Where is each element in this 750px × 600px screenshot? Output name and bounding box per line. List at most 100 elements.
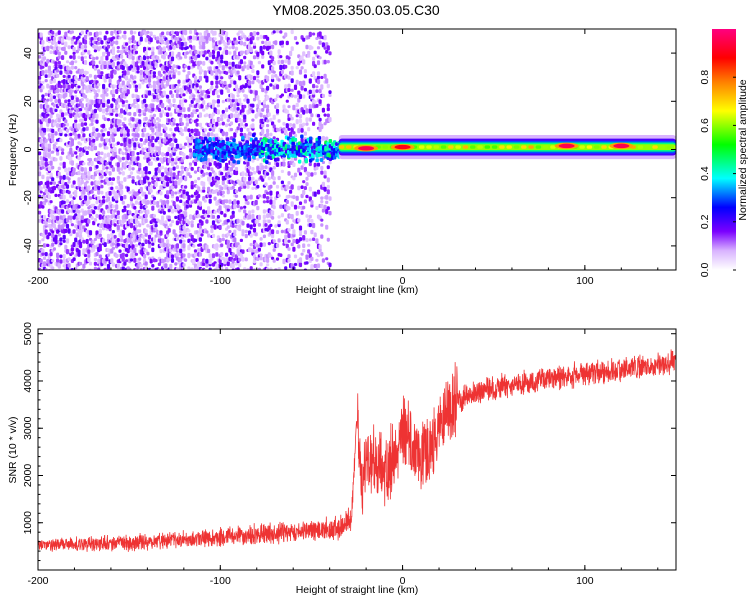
spectrogram-cell [231, 252, 235, 258]
spectrogram-cell [226, 225, 230, 229]
spectrogram-cell [134, 87, 138, 93]
spectrogram-cell [120, 184, 124, 190]
spectrogram-cell [272, 200, 276, 206]
spectrogram-cell [297, 218, 301, 223]
spectrogram-cell [310, 113, 314, 118]
spectrogram-cell [41, 85, 45, 90]
spectrogram-cell [303, 74, 307, 79]
spectrogram-cell [187, 252, 191, 259]
spectrogram-cell [244, 233, 248, 239]
spectrogram-cell [154, 181, 158, 187]
spectrogram-cell [152, 98, 156, 102]
spectrogram-cell [172, 118, 176, 123]
spectrogram-cell [325, 200, 329, 204]
spectrogram-cell [244, 229, 248, 234]
spectrogram-cell [269, 267, 273, 270]
spectrogram-cell [167, 243, 171, 247]
spectrogram-cell [346, 145, 352, 149]
spectrogram-cell [138, 119, 142, 125]
spectrogram-cell [305, 238, 309, 243]
spectrogram-cell [218, 64, 222, 68]
spectrogram-cell [241, 88, 245, 93]
spectrogram-cell [254, 137, 258, 142]
spectrogram-cell [185, 232, 189, 238]
spectrogram-cell [228, 39, 232, 44]
spectrogram-cell [115, 88, 119, 94]
spectrogram-cell [49, 70, 53, 76]
spectrogram-cell [239, 127, 243, 133]
spectrogram-peak [358, 146, 375, 151]
spectrogram-cell [138, 215, 142, 220]
spectrogram-cell [167, 118, 171, 123]
spectrogram-cell [166, 94, 170, 99]
spectrogram-cell [220, 80, 224, 84]
spectrogram-cell [72, 257, 76, 262]
spectrogram-cell [47, 232, 51, 236]
spectrogram-cell [282, 258, 286, 265]
spectrogram-cell [239, 122, 243, 127]
spectrogram-cell [198, 201, 202, 207]
spectrogram-cell [143, 111, 147, 116]
spectrogram-cell [106, 152, 111, 158]
spectrogram-cell [326, 60, 330, 64]
spectrogram-cell [166, 203, 170, 209]
spectrogram-cell [197, 138, 201, 143]
spectrogram-cell [257, 80, 261, 84]
spectrogram-cell [90, 117, 94, 123]
spectrogram-cell [203, 128, 207, 132]
spectrogram-cell [166, 66, 170, 70]
spectrogram-cell [252, 31, 257, 37]
spectrogram-cell [284, 129, 288, 134]
spectrogram-cell [97, 88, 101, 93]
snr-frame [37, 328, 677, 571]
spectrogram-cell [42, 234, 47, 239]
spectrogram-cell [74, 136, 78, 141]
spectrogram-cell [146, 30, 150, 34]
x-tick-label: 100 [576, 275, 594, 287]
spectrogram-cell [229, 121, 234, 126]
spectrogram-cell [307, 218, 311, 223]
spectrogram-cell [300, 85, 304, 91]
spectrogram-cell [274, 97, 278, 102]
spectrogram-cell [256, 36, 260, 41]
spectrogram-cell [257, 223, 261, 227]
spectrogram-cell [157, 140, 161, 145]
spectrogram-cell [42, 56, 47, 61]
spectrogram-cell [169, 137, 173, 142]
spectrogram-cell [302, 80, 306, 86]
spectrogram-cell [141, 147, 145, 152]
spectrogram-cell [77, 133, 81, 138]
spectrogram-cell [62, 194, 66, 200]
spectrogram-cell [100, 136, 104, 142]
spectrogram-cell [293, 133, 298, 138]
spectrogram-cell [128, 111, 132, 116]
spectrogram-cell [88, 31, 93, 36]
spectrogram-cell [205, 244, 209, 250]
spectrogram-cell [52, 223, 56, 229]
colorbar-tick-label: 0.2 [699, 214, 711, 229]
spectrogram-cell [182, 145, 186, 149]
spectrogram-cell [180, 41, 184, 47]
spectrogram-cell [221, 109, 225, 114]
spectrogram-cell [133, 104, 137, 109]
spectrogram-cell [67, 84, 71, 90]
spectrogram-cell [70, 223, 74, 227]
spectrogram-cell [202, 262, 206, 266]
spectrogram-cell [231, 61, 235, 67]
spectrogram-cell [195, 32, 199, 36]
spectrogram-cell [62, 46, 66, 51]
spectrogram-cell [164, 220, 168, 225]
spectrogram-cell [116, 175, 120, 180]
spectrogram-cell [74, 60, 78, 64]
spectrogram-cell [125, 75, 129, 81]
spectrogram-cell [244, 94, 248, 100]
spectrogram-cell [313, 50, 317, 55]
spectrogram-cell [229, 127, 234, 132]
spectrogram-cell [521, 145, 527, 149]
spectrogram-cell [161, 102, 165, 109]
spectrogram-cell [666, 145, 673, 149]
spectrogram-cell [271, 229, 275, 235]
spectrogram-cell [82, 133, 86, 138]
spectrogram-cell [159, 157, 163, 162]
spectrogram-peak [394, 144, 411, 150]
